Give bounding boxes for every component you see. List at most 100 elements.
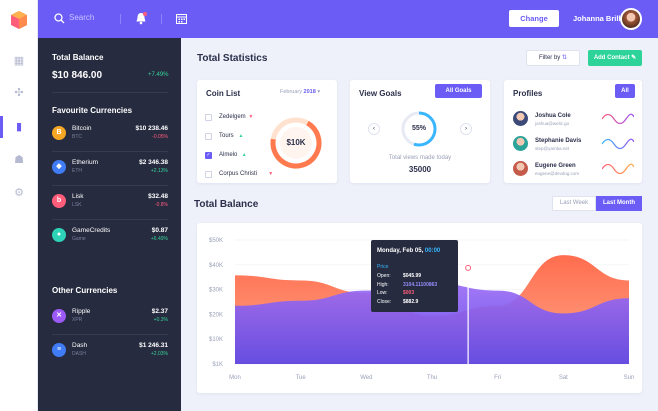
last-week-button[interactable]: Last Week bbox=[552, 196, 596, 211]
chart-icon[interactable]: ▮ bbox=[15, 121, 23, 133]
chevron-down-icon: ▾ bbox=[317, 89, 321, 95]
y-tick-label: $20K bbox=[209, 312, 223, 318]
hover-point[interactable] bbox=[465, 264, 472, 271]
coin-checkbox[interactable] bbox=[205, 171, 212, 178]
filter-button[interactable]: Filter by ⇅ bbox=[526, 50, 580, 66]
y-tick-label: $1K bbox=[212, 362, 223, 368]
currency-change: +6.49% bbox=[150, 236, 168, 242]
currency-icon: b bbox=[52, 194, 66, 208]
currency-row[interactable]: ● GameCredits Game $0.87 +6.49% bbox=[52, 224, 168, 246]
balance-change: +7.49% bbox=[148, 72, 169, 78]
coin-name: Corpus Christi bbox=[219, 171, 258, 177]
currency-change: -0.8% bbox=[154, 202, 168, 208]
currency-name: Ripple bbox=[72, 308, 91, 315]
currency-ticker: BTC bbox=[72, 134, 82, 140]
profile-name: Eugene Green bbox=[535, 163, 576, 169]
logo-icon bbox=[11, 11, 27, 29]
divider bbox=[52, 219, 168, 220]
balance-chart[interactable]: $50K $40K $30K $20K $10K $1K Mon Tue Wed Thu Fri Sa… bbox=[197, 223, 642, 393]
all-profiles-button[interactable]: All bbox=[615, 84, 635, 98]
currency-change: +2.03% bbox=[150, 351, 168, 357]
tooltip-value: $045.99 bbox=[403, 273, 422, 279]
profile-avatar[interactable] bbox=[513, 111, 528, 126]
topbar: Search Change Johanna Brill bbox=[38, 0, 658, 38]
user-name: Johanna Brill bbox=[573, 14, 621, 23]
tooltip-value: $882.9 bbox=[403, 298, 419, 305]
network-icon[interactable]: ✣ bbox=[14, 87, 24, 99]
currency-row[interactable]: ✕ Ripple XPR $2.37 +0.3% bbox=[52, 305, 168, 327]
x-tick-label: Sat bbox=[559, 375, 568, 381]
currency-name: Etherium bbox=[72, 159, 99, 166]
next-arrow-icon[interactable]: › bbox=[460, 123, 472, 135]
users-icon[interactable]: ☗ bbox=[14, 154, 24, 166]
avatar[interactable] bbox=[620, 8, 642, 30]
add-user-icon: ✎ bbox=[631, 55, 637, 61]
trend-up-icon: ▲ bbox=[238, 133, 244, 139]
profiles-card: Profiles All Joshua Cole joshua@weliz.go S… bbox=[504, 80, 642, 183]
divider bbox=[120, 14, 121, 24]
currency-row[interactable]: b Lisk LSK $32.48 -0.8% bbox=[52, 190, 168, 212]
month-select[interactable]: February 2018 ▾ bbox=[280, 89, 320, 95]
gear-icon[interactable]: ⚙ bbox=[14, 187, 24, 199]
coin-checkbox[interactable]: ✓ bbox=[205, 152, 212, 159]
coin-checkbox[interactable] bbox=[205, 133, 212, 140]
active-indicator bbox=[0, 116, 3, 138]
divider bbox=[52, 92, 168, 93]
add-contact-button[interactable]: Add Contact ✎ bbox=[588, 50, 642, 66]
tooltip-section: Price bbox=[377, 264, 389, 270]
divider bbox=[52, 185, 168, 186]
currency-row[interactable]: B Bitcoin BTC $10 238.46 -0.05% bbox=[52, 122, 168, 144]
profile-name: Stephanie Davis bbox=[535, 138, 582, 144]
tooltip-date: Monday, Feb 05, 00:00 bbox=[377, 248, 440, 254]
divider bbox=[52, 334, 168, 335]
coin-name: Almelo bbox=[219, 152, 238, 158]
series-area bbox=[235, 283, 629, 364]
currency-icon: ≡ bbox=[52, 343, 66, 357]
goal-progress-ring bbox=[401, 111, 437, 147]
profile-avatar[interactable] bbox=[513, 161, 528, 176]
y-tick-label: $10K bbox=[209, 337, 223, 343]
x-tick-label: Sun bbox=[624, 375, 635, 381]
currency-change: +2.13% bbox=[150, 168, 168, 174]
x-tick-label: Mon bbox=[229, 375, 241, 381]
x-tick-label: Tue bbox=[296, 375, 307, 381]
year-label: 2018 bbox=[303, 89, 316, 95]
search-input[interactable]: Search bbox=[69, 13, 95, 22]
currency-icon: ● bbox=[52, 228, 66, 242]
coin-name: Zedelgem bbox=[219, 114, 246, 120]
dashboard-icon[interactable]: ▦ bbox=[13, 55, 25, 67]
coin-checkbox[interactable] bbox=[205, 114, 212, 121]
y-tick-label: $40K bbox=[209, 263, 223, 269]
currency-ticker: Game bbox=[72, 236, 86, 242]
profile-name: Joshua Cole bbox=[535, 113, 571, 119]
chart-tooltip: Monday, Feb 05, 00:00 Price Open: $045.99… bbox=[371, 240, 458, 312]
currency-change: +0.3% bbox=[153, 317, 168, 323]
currency-row[interactable]: ◆ Etherium ETH $2 346.38 +2.13% bbox=[52, 156, 168, 178]
currency-ticker: XPR bbox=[72, 317, 83, 323]
prev-arrow-icon[interactable]: ‹ bbox=[368, 123, 380, 135]
balance-value: $10 846.00 bbox=[52, 70, 103, 81]
x-tick-label: Fri bbox=[494, 375, 501, 381]
calendar-icon[interactable] bbox=[176, 13, 187, 24]
page-title: Total Statistics bbox=[197, 53, 268, 64]
profile-avatar[interactable] bbox=[513, 136, 528, 151]
all-goals-button[interactable]: All Goals bbox=[435, 84, 482, 98]
currency-value: $0.87 bbox=[151, 227, 168, 234]
currency-ticker: LSK bbox=[72, 202, 82, 208]
month-label: February bbox=[280, 89, 303, 95]
filter-icon: ⇅ bbox=[561, 55, 568, 61]
search-icon[interactable] bbox=[54, 13, 65, 24]
currency-icon: B bbox=[52, 126, 66, 140]
coin-name: Tours bbox=[219, 133, 234, 139]
currency-name: GameCredits bbox=[72, 227, 111, 234]
profile-email: joshua@weliz.go bbox=[535, 121, 570, 126]
currency-value: $10 238.46 bbox=[135, 125, 168, 132]
coin-list-title: Coin List bbox=[206, 89, 241, 98]
currency-row[interactable]: ≡ Dash DASH $1 246.31 +2.03% bbox=[52, 339, 168, 361]
balance-title: Total Balance bbox=[52, 53, 104, 62]
favourites-title: Favourite Currencies bbox=[52, 106, 133, 115]
currency-name: Dash bbox=[72, 342, 88, 349]
last-month-button[interactable]: Last Month bbox=[596, 196, 642, 211]
goals-title: View Goals bbox=[359, 89, 402, 98]
change-button[interactable]: Change bbox=[509, 10, 559, 27]
